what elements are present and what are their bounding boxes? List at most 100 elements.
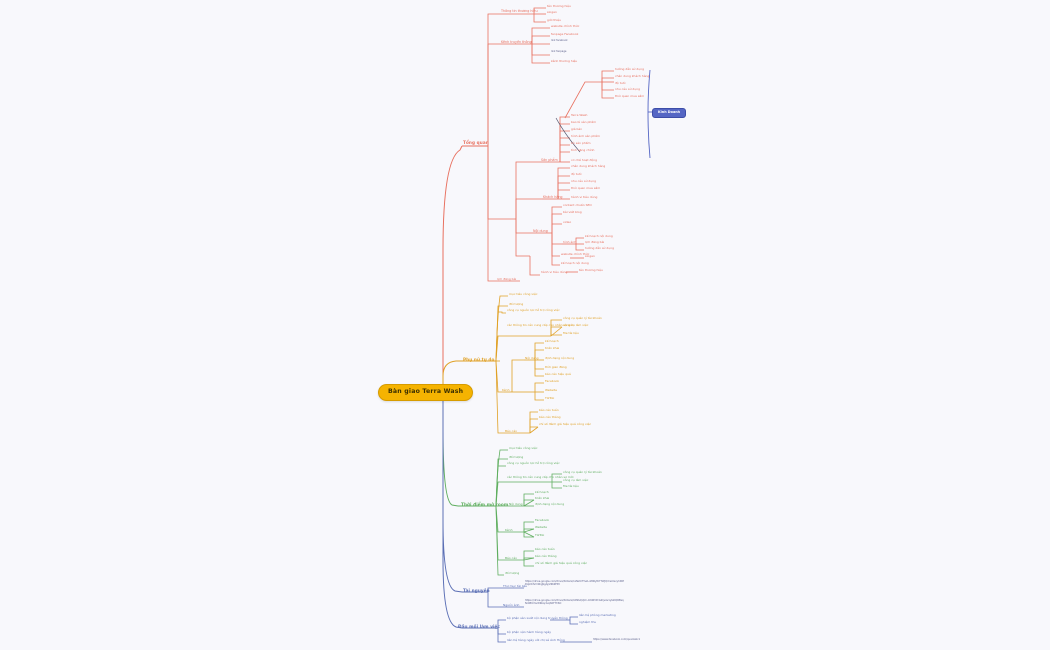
leaf-kh-4[interactable]: thói quen mua sắm <box>571 186 601 190</box>
orange-sub-cong-cu-quan-ly[interactable]: công cụ quản lý tài khoản <box>563 316 602 320</box>
green-topic-bao-cao[interactable]: Báo cáo <box>505 556 518 560</box>
orange-topic-kenh[interactable]: Kênh <box>502 388 510 392</box>
tai-nguyen-nguon-anh-url[interactable]: https://drive.google.com/drive/folders/1… <box>525 599 624 605</box>
green-kenh-2[interactable]: Website <box>535 525 547 529</box>
leaf-nd-13[interactable]: lịch đăng bài <box>497 277 517 281</box>
green-leaf-doi-tuong[interactable]: đối tượng <box>509 455 524 459</box>
orange-nd-1[interactable]: kế hoạch <box>545 339 559 343</box>
leaf-nd-4[interactable]: hình ảnh <box>563 240 577 244</box>
dau-moi-1-sub-2[interactable]: nghiệm thu <box>579 620 597 624</box>
root-node[interactable]: Bàn giao Terra Wash <box>378 384 474 401</box>
orange-leaf-thong-tin-nhan-su[interactable]: các thông tin cần cung cấp cho nhân sự m… <box>507 323 574 327</box>
tai-nguyen-thu-muc-label[interactable]: Thư mục tài liệu <box>503 584 528 588</box>
green-sub-cong-cu-lam-viec[interactable]: công cụ làm việc <box>563 478 589 482</box>
leaf-nd-11[interactable]: hành vi tiêu dùng <box>541 270 568 274</box>
leaf-bo-sp-4[interactable]: nhu cầu sử dụng <box>615 87 641 91</box>
leaf-fanpage-facebook[interactable]: fanpage Facebook <box>551 32 579 36</box>
green-kenh-1[interactable]: Facebook <box>535 518 550 522</box>
orange-topic-noi-dung[interactable]: Nội dung <box>525 356 539 360</box>
leaf-link-facebook[interactable]: link facebook <box>551 39 568 42</box>
leaf-kh-2[interactable]: độ tuổi <box>571 172 582 176</box>
green-kenh-3[interactable]: TikTok <box>535 533 545 537</box>
leaf-tinh-nang-chinh[interactable]: tính năng chính <box>571 148 595 152</box>
leaf-nd-6[interactable]: lịch đăng bài <box>585 240 605 244</box>
orange-kenh-3[interactable]: TikTok <box>545 396 555 400</box>
green-sub-file-tai-lieu[interactable]: file tài liệu <box>563 484 579 488</box>
leaf-kh-5[interactable]: hành vi tiêu dùng <box>571 195 598 199</box>
leaf-nd-8[interactable]: website chính thức <box>561 252 590 256</box>
green-nd-2[interactable]: triển khai <box>535 496 550 500</box>
branch-label-thoi-diem-mo-room[interactable]: Thời điểm mở room <box>461 502 509 507</box>
green-sub-cong-cu-quan-ly[interactable]: công cụ quản lý tài khoản <box>563 470 602 474</box>
orange-nd-4[interactable]: thời gian đăng <box>545 365 567 369</box>
topic-thong-tin-thuong-hieu[interactable]: Thông tin thương hiệu <box>501 9 538 13</box>
leaf-nd-1[interactable]: content chuẩn SEO <box>563 203 592 207</box>
leaf-bo-san-pham[interactable]: bộ sản phẩm <box>571 141 591 145</box>
green-bc-1[interactable]: báo cáo tuần <box>535 547 555 551</box>
leaf-hinh-anh-san-pham[interactable]: hình ảnh sản phẩm <box>571 134 600 138</box>
dau-moi-3-url[interactable]: https://www.facebook.com/quanlabc1 <box>593 638 641 641</box>
orange-nd-3[interactable]: định dạng nội dung <box>545 356 575 360</box>
highlight-node-kinh-doanh[interactable]: Kinh Doanh <box>652 108 687 118</box>
green-bc-3[interactable]: chỉ số đánh giá hiệu quả công việc <box>535 561 588 565</box>
orange-bc-2[interactable]: báo cáo tháng <box>539 415 561 419</box>
leaf-gioi-thieu[interactable]: giới thiệu <box>547 18 562 22</box>
leaf-co-che-hoat-dong[interactable]: cơ chế hoạt động <box>571 158 598 162</box>
green-topic-kenh[interactable]: Kênh <box>505 528 513 532</box>
leaf-nd-7[interactable]: hướng dẫn sử dụng <box>585 246 615 250</box>
orange-nd-5[interactable]: báo cáo hiệu quả <box>545 372 571 376</box>
green-nd-1[interactable]: kế hoạch <box>535 490 549 494</box>
leaf-nd-10[interactable]: kế hoạch nội dung <box>561 261 589 265</box>
orange-sub-cong-cu-lam-viec[interactable]: công cụ làm việc <box>563 323 589 327</box>
topic-noi-dung-red[interactable]: Nội dung <box>533 229 548 233</box>
tai-nguyen-nguon-anh-label[interactable]: Nguồn ảnh <box>503 603 520 607</box>
topic-khach-hang[interactable]: Khách hàng <box>543 195 563 199</box>
orange-leaf-muc-tieu[interactable]: mục tiêu công việc <box>509 292 538 296</box>
orange-kenh-2[interactable]: Website <box>545 388 557 392</box>
leaf-kenh-thuong-hieu[interactable]: kênh thương hiệu <box>551 59 578 63</box>
green-leaf-muc-tieu[interactable]: mục tiêu công việc <box>509 446 538 450</box>
orange-sub-file-tai-lieu[interactable]: file tài liệu <box>563 331 579 335</box>
leaf-nd-2[interactable]: bài viết blog <box>563 210 582 214</box>
branch-label-tong-quan[interactable]: Tổng quan <box>463 140 489 145</box>
green-leaf-thong-tin-nhan-su[interactable]: các thông tin cần cung cấp cho nhân sự m… <box>507 475 574 479</box>
dau-moi-1-sub-1[interactable]: liên hệ phòng marketing <box>579 613 616 617</box>
green-bc-2[interactable]: báo cáo tháng <box>535 554 557 558</box>
leaf-gia-ban[interactable]: giá bán <box>571 127 583 131</box>
orange-leaf-doi-tuong[interactable]: đối tượng <box>509 302 524 306</box>
dau-moi-1[interactable]: bộ phận sản xuất nội dung truyền thông <box>507 616 568 620</box>
orange-leaf-cong-cu[interactable]: công cụ nguồn lực hỗ trợ công việc <box>507 308 560 312</box>
branch-label-tai-nguyen[interactable]: Tài nguyên <box>463 588 490 593</box>
leaf-nd-9[interactable]: slogan <box>585 254 595 258</box>
orange-bc-1[interactable]: báo cáo tuần <box>539 408 559 412</box>
leaf-nd-3[interactable]: video <box>563 220 572 224</box>
leaf-kh-1[interactable]: chân dung khách hàng <box>571 164 606 168</box>
leaf-terra-wash[interactable]: Terra Wash <box>571 113 588 117</box>
leaf-nd-12[interactable]: tên thương hiệu <box>579 268 603 272</box>
green-topic-noi-dung[interactable]: Nội dung <box>509 502 523 506</box>
leaf-link-fanpage[interactable]: link fanpage <box>551 50 567 53</box>
branch-label-dau-moi-lam-viec[interactable]: Đầu mối làm việc <box>458 624 501 629</box>
leaf-bo-sp-2[interactable]: chân dung khách hàng <box>615 74 650 78</box>
leaf-bo-sp-1[interactable]: hướng dẫn sử dụng <box>615 67 645 71</box>
leaf-kh-3[interactable]: nhu cầu sử dụng <box>571 179 597 183</box>
orange-kenh-1[interactable]: Facebook <box>545 379 560 383</box>
green-leaf-cong-cu[interactable]: công cụ nguồn lực hỗ trợ công việc <box>507 461 560 465</box>
leaf-bo-sp-5[interactable]: thói quen mua sắm <box>615 94 645 98</box>
topic-kenh-truyen-thong[interactable]: Kênh truyền thông <box>501 40 532 44</box>
leaf-slogan[interactable]: slogan <box>547 10 557 14</box>
tai-nguyen-thu-muc-url[interactable]: https://drive.google.com/drive/folders/1… <box>525 580 624 586</box>
green-nd-3[interactable]: định dạng nội dung <box>535 502 565 506</box>
orange-bc-3[interactable]: chỉ số đánh giá hiệu quả công việc <box>539 422 592 426</box>
topic-san-pham[interactable]: Sản phẩm <box>541 158 558 162</box>
leaf-bao-bi-san-pham[interactable]: bao bì sản phẩm <box>571 120 597 124</box>
dau-moi-3[interactable]: liên hệ hàng ngày với chị Lê Ánh Hồng <box>507 638 565 642</box>
leaf-ten-thuong-hieu[interactable]: tên thương hiệu <box>547 4 571 8</box>
orange-topic-bao-cao[interactable]: Báo cáo <box>505 429 518 433</box>
leaf-bo-sp-3[interactable]: độ tuổi <box>615 81 626 85</box>
leaf-nd-5[interactable]: kế hoạch nội dung <box>585 234 613 238</box>
dau-moi-2[interactable]: bộ phận vận hành hàng ngày <box>507 630 552 634</box>
leaf-website-chinh-thuc[interactable]: website chính thức <box>551 24 580 28</box>
green-leaf-extra[interactable]: đối tượng <box>505 571 520 575</box>
